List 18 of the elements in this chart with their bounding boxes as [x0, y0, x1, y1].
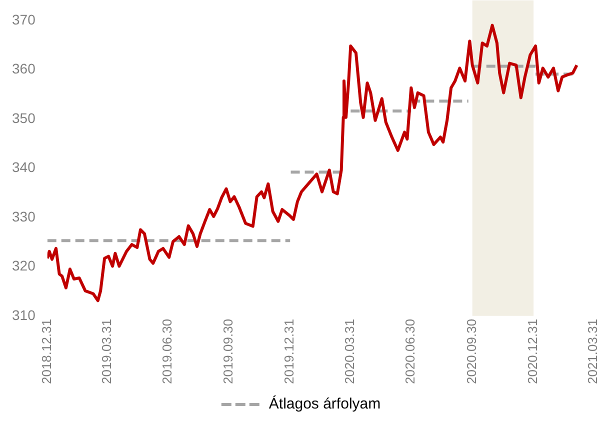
x-tick-label: 2018.12.31: [38, 318, 54, 384]
y-tick-label: 370: [12, 11, 36, 28]
y-tick-label: 310: [12, 306, 36, 323]
y-tick-label: 340: [12, 159, 36, 176]
y-tick-label: 350: [12, 110, 36, 126]
x-tick-label: 2019.09.30: [220, 318, 236, 384]
x-tick-label: 2019.03.31: [98, 318, 114, 384]
legend-label: Átlagos árfolyam: [268, 394, 381, 413]
x-tick-label: 2021.03.31: [584, 318, 600, 384]
y-tick-label: 320: [12, 258, 36, 274]
x-tick-label: 2019.12.31: [282, 318, 297, 384]
y-tick-label: 330: [12, 208, 36, 224]
x-tick-label: 2020.12.31: [525, 318, 540, 384]
x-tick-label: 2020.06.30: [402, 318, 418, 384]
x-tick-label: 2019.06.30: [159, 318, 174, 384]
x-tick-label: 2020.03.31: [342, 318, 358, 384]
y-tick-label: 360: [12, 60, 36, 77]
x-tick-label: 2020.09.30: [464, 318, 479, 384]
